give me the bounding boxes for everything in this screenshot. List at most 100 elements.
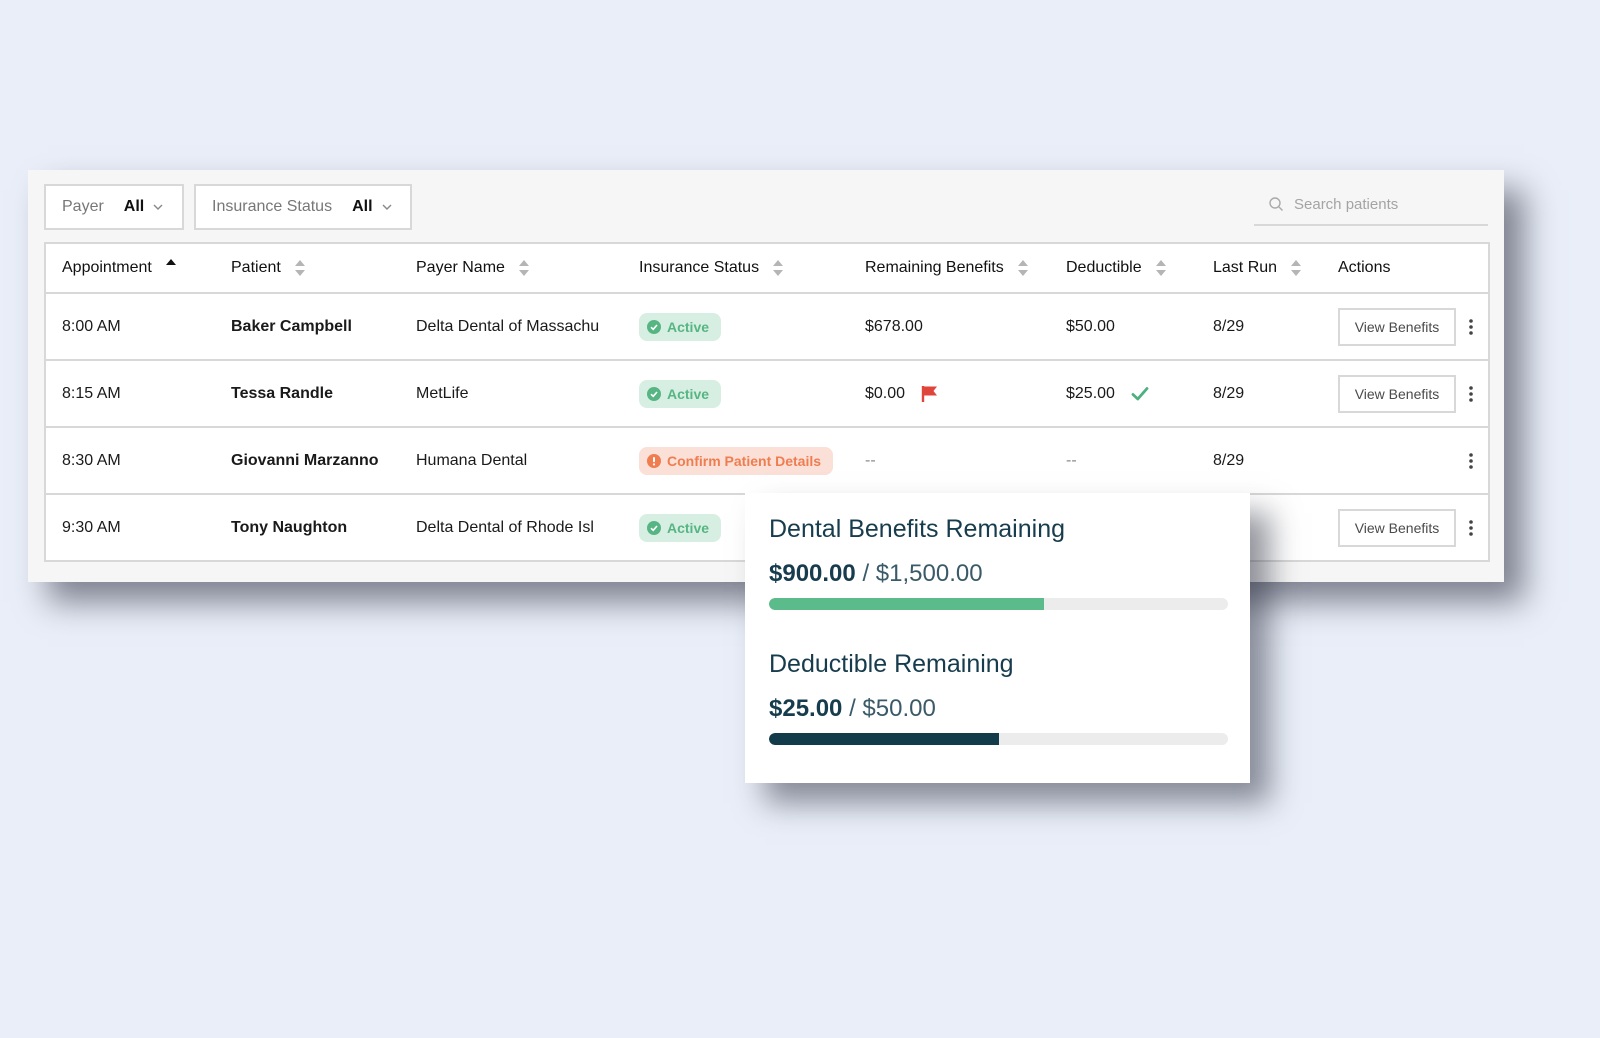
last-run: 8/29: [1213, 384, 1245, 402]
last-run: 8/29: [1213, 317, 1245, 335]
search-box: [1254, 184, 1488, 226]
payer-filter-value: All: [123, 198, 145, 215]
checkmark-icon: [1131, 386, 1149, 400]
deductible-remaining-value: $25.00: [769, 695, 843, 722]
column-header-actions: Actions: [1322, 259, 1488, 277]
remaining-benefits: --: [865, 451, 876, 469]
column-header-payer-name[interactable]: Payer Name: [400, 259, 623, 277]
more-options-icon[interactable]: [1464, 317, 1478, 337]
sort-icon: [1291, 260, 1302, 276]
status-badge: Confirm Patient Details: [639, 446, 834, 475]
table-header: Appointment Patient Payer Name Insurance…: [46, 244, 1488, 292]
column-label: Last Run: [1213, 259, 1278, 276]
status-badge-label: Confirm Patient Details: [667, 452, 822, 469]
sort-icon: [1017, 260, 1028, 276]
status-badge: Active: [639, 312, 722, 341]
sort-icon: [773, 260, 784, 276]
view-benefits-button[interactable]: View Benefits: [1338, 374, 1456, 413]
insurance-status-cell: Active: [623, 379, 849, 408]
appointment-time: 8:15 AM: [62, 384, 121, 402]
deductible-amount: $25.00 / $50.00: [769, 695, 1226, 723]
insurance-status-cell: Active: [623, 513, 849, 542]
chevron-down-icon: [382, 204, 392, 210]
column-label: Deductible: [1066, 259, 1142, 276]
benefits-remaining-value: $900.00: [769, 560, 856, 587]
actions-cell: View Benefits: [1322, 307, 1488, 346]
sort-ascending-icon: [165, 259, 176, 265]
column-header-remaining-benefits[interactable]: Remaining Benefits: [849, 259, 1050, 277]
chevron-down-icon: [153, 204, 163, 210]
benefits-total-value: $1,500.00: [875, 560, 983, 587]
search-input[interactable]: [1294, 195, 1484, 213]
column-label: Payer Name: [416, 259, 505, 276]
deductible-section: Deductible Remaining $25.00 / $50.00: [769, 650, 1228, 745]
column-header-insurance-status[interactable]: Insurance Status: [623, 259, 849, 277]
deductible-title: Deductible Remaining: [769, 650, 1014, 678]
patient-name: Baker Campbell: [231, 317, 352, 335]
amount-separator: /: [862, 560, 870, 587]
table-row[interactable]: 8:00 AM Baker Campbell Delta Dental of M…: [46, 292, 1488, 359]
deductible-total-value: $50.00: [862, 695, 936, 722]
dental-benefits-section: Dental Benefits Remaining $900.00 / $1,5…: [769, 515, 1228, 610]
remaining-benefits: $0.00: [865, 384, 906, 402]
check-circle-icon: [647, 520, 661, 535]
status-filter-value: All: [352, 198, 373, 215]
remaining-benefits: $678.00: [865, 317, 923, 335]
appointment-time: 8:30 AM: [62, 451, 121, 469]
column-header-patient[interactable]: Patient: [215, 259, 400, 277]
appointment-time: 9:30 AM: [62, 518, 121, 536]
column-header-deductible[interactable]: Deductible: [1050, 259, 1197, 277]
remaining-benefits-cell: $0.00: [849, 385, 1050, 403]
table-row[interactable]: 8:30 AM Giovanni Marzanno Humana Dental …: [46, 426, 1488, 493]
column-label: Appointment: [62, 259, 152, 276]
insurance-status-filter[interactable]: Insurance Status All: [194, 184, 412, 230]
payer-name: Delta Dental of Massachu: [416, 317, 600, 335]
dental-benefits-amount: $900.00 / $1,500.00: [769, 560, 1226, 588]
table-row[interactable]: 8:15 AM Tessa Randle MetLife Active $0.0…: [46, 359, 1488, 426]
view-benefits-button[interactable]: View Benefits: [1338, 307, 1456, 346]
actions-cell: View Benefits: [1322, 508, 1488, 547]
view-benefits-button[interactable]: View Benefits: [1338, 508, 1456, 547]
search-icon: [1269, 197, 1283, 211]
more-options-icon[interactable]: [1464, 384, 1478, 404]
check-circle-icon: [647, 319, 661, 334]
payer-filter-label: Payer: [62, 198, 104, 215]
benefits-popover: Dental Benefits Remaining $900.00 / $1,5…: [745, 493, 1250, 783]
benefits-progress-bar: [769, 598, 1228, 610]
sort-icon: [294, 260, 305, 276]
payer-name: Delta Dental of Rhode Isl: [416, 518, 594, 536]
patient-name: Tony Naughton: [231, 518, 348, 536]
deductible-progress-fill: [769, 733, 999, 745]
payer-name: MetLife: [416, 384, 469, 402]
deductible: --: [1066, 451, 1077, 469]
status-filter-label: Insurance Status: [212, 198, 333, 215]
deductible: $50.00: [1066, 317, 1115, 335]
column-label: Remaining Benefits: [865, 259, 1004, 276]
column-header-appointment[interactable]: Appointment: [46, 259, 215, 277]
sort-icon: [1155, 260, 1166, 276]
dental-benefits-title: Dental Benefits Remaining: [769, 515, 1065, 543]
patient-name: Giovanni Marzanno: [231, 451, 379, 469]
amount-separator: /: [849, 695, 856, 722]
insurance-status-cell: Active: [623, 312, 849, 341]
benefits-progress-fill: [769, 598, 1045, 610]
column-header-last-run[interactable]: Last Run: [1197, 259, 1322, 277]
last-run: 8/29: [1213, 451, 1245, 469]
appointment-time: 8:00 AM: [62, 317, 121, 335]
more-options-icon[interactable]: [1464, 518, 1478, 538]
column-label: Patient: [231, 259, 281, 276]
flag-icon: [921, 385, 938, 402]
actions-cell: View Benefits: [1322, 374, 1488, 413]
deductible: $25.00: [1066, 384, 1115, 402]
status-badge: Active: [639, 513, 722, 542]
more-options-icon[interactable]: [1464, 451, 1478, 471]
payer-filter[interactable]: Payer All: [44, 184, 184, 230]
status-badge-label: Active: [667, 385, 710, 402]
column-label: Insurance Status: [639, 259, 760, 276]
sort-icon: [518, 260, 529, 276]
alert-circle-icon: [647, 453, 661, 468]
deductible-cell: $25.00: [1050, 385, 1197, 403]
column-label: Actions: [1338, 259, 1391, 276]
insurance-status-cell: Confirm Patient Details: [623, 446, 849, 475]
check-circle-icon: [647, 386, 661, 401]
